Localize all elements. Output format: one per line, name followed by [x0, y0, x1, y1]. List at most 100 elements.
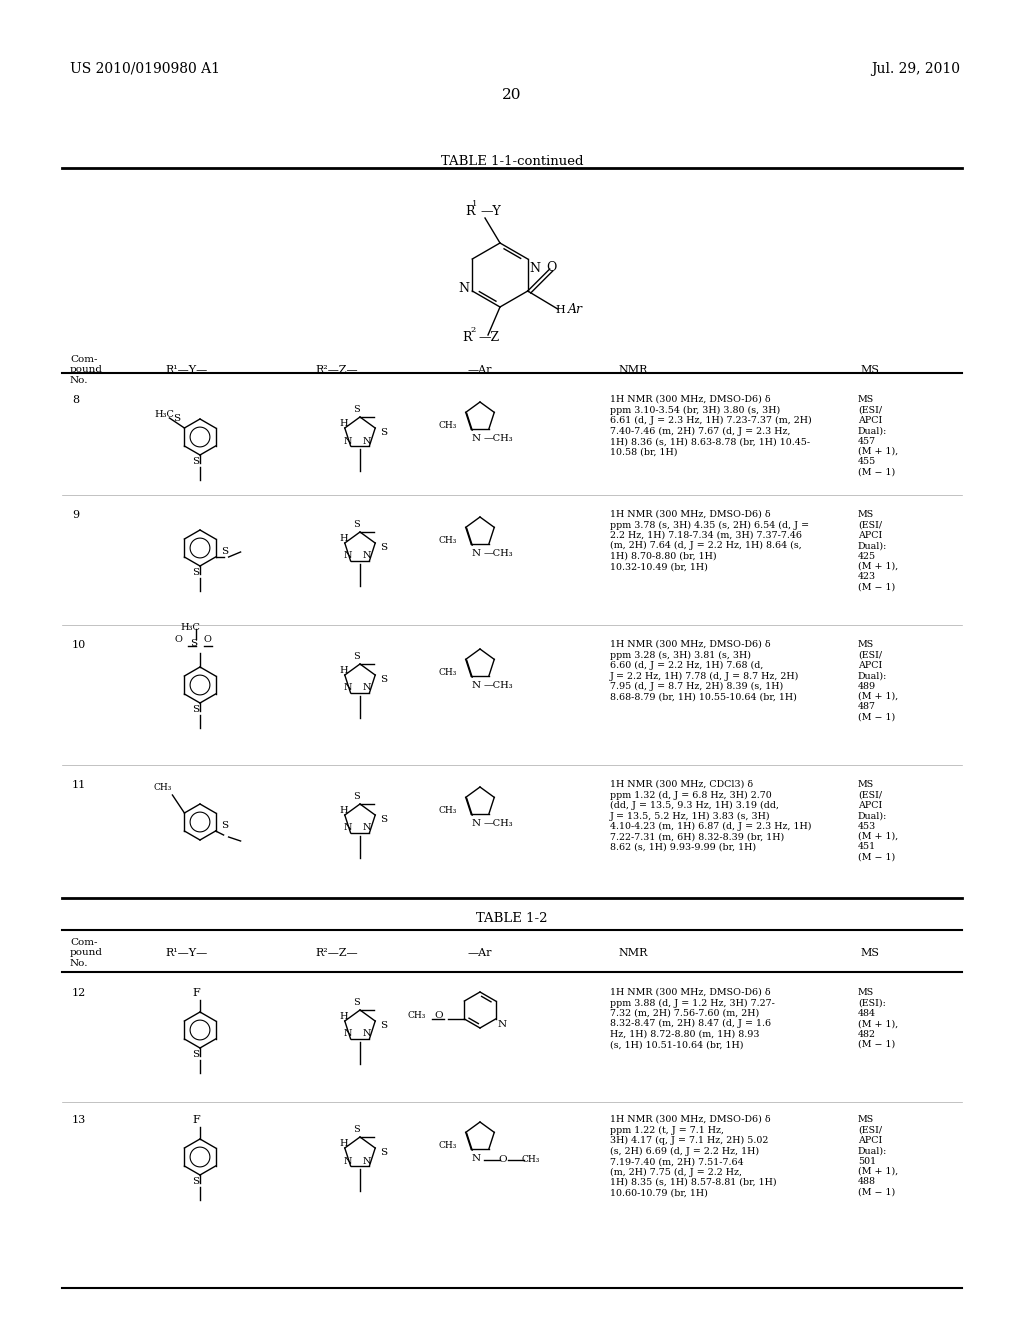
Text: R²—Z—: R²—Z—	[315, 948, 357, 958]
Text: MS
(ESI/
APCI
Dual):
457
(M + 1),
455
(M − 1): MS (ESI/ APCI Dual): 457 (M + 1), 455 (M…	[858, 395, 898, 477]
Text: S: S	[173, 414, 180, 422]
Text: O: O	[434, 1011, 442, 1020]
Text: S: S	[352, 792, 359, 801]
Text: N: N	[529, 261, 541, 275]
Text: S: S	[380, 1148, 387, 1158]
Text: 13: 13	[72, 1115, 86, 1125]
Text: MS
(ESI/
APCI
Dual):
453
(M + 1),
451
(M − 1): MS (ESI/ APCI Dual): 453 (M + 1), 451 (M…	[858, 780, 898, 862]
Text: MS
(ESI/
APCI
Dual):
501
(M + 1),
488
(M − 1): MS (ESI/ APCI Dual): 501 (M + 1), 488 (M…	[858, 1115, 898, 1197]
Text: —CH₃: —CH₃	[484, 434, 514, 444]
Text: S: S	[221, 821, 228, 829]
Text: S: S	[193, 568, 200, 577]
Text: N: N	[343, 824, 352, 833]
Text: CH₃: CH₃	[408, 1011, 426, 1020]
Text: Com-
pound
No.: Com- pound No.	[70, 355, 103, 385]
Text: TABLE 1-2: TABLE 1-2	[476, 912, 548, 925]
Text: CH₃: CH₃	[438, 536, 457, 545]
Text: S: S	[221, 546, 228, 556]
Text: R¹—Y—: R¹—Y—	[165, 948, 207, 958]
Text: N: N	[343, 684, 352, 693]
Text: N: N	[362, 437, 372, 446]
Text: 1: 1	[472, 201, 477, 209]
Text: H: H	[339, 418, 348, 428]
Text: S: S	[193, 457, 200, 466]
Text: —Z: —Z	[478, 331, 499, 345]
Text: H: H	[339, 1012, 348, 1020]
Text: MS
(ESI):
484
(M + 1),
482
(M − 1): MS (ESI): 484 (M + 1), 482 (M − 1)	[858, 987, 898, 1049]
Text: N: N	[471, 434, 480, 444]
Text: H₃C: H₃C	[155, 411, 174, 418]
Text: F: F	[193, 987, 200, 998]
Text: O: O	[203, 635, 211, 644]
Text: N: N	[343, 1030, 352, 1039]
Text: CH₃: CH₃	[438, 421, 457, 430]
Text: N: N	[471, 1154, 480, 1163]
Text: 1H NMR (300 MHz, DMSO-D6) δ
ppm 3.78 (s, 3H) 4.35 (s, 2H) 6.54 (d, J =
2.2 Hz, 1: 1H NMR (300 MHz, DMSO-D6) δ ppm 3.78 (s,…	[610, 510, 809, 572]
Text: —Ar: —Ar	[468, 948, 493, 958]
Text: H: H	[339, 667, 348, 675]
Text: S: S	[352, 998, 359, 1007]
Text: S: S	[380, 1020, 387, 1030]
Text: H: H	[339, 535, 348, 543]
Text: N: N	[362, 684, 372, 693]
Text: CH₃: CH₃	[438, 1140, 457, 1150]
Text: 10: 10	[72, 640, 86, 649]
Text: R: R	[465, 205, 474, 218]
Text: Jul. 29, 2010: Jul. 29, 2010	[871, 62, 961, 77]
Text: S: S	[352, 520, 359, 529]
Text: R²—Z—: R²—Z—	[315, 366, 357, 375]
Text: MS
(ESI/
APCI
Dual):
489
(M + 1),
487
(M − 1): MS (ESI/ APCI Dual): 489 (M + 1), 487 (M…	[858, 640, 898, 722]
Text: TABLE 1-1-continued: TABLE 1-1-continued	[440, 154, 584, 168]
Text: S: S	[193, 1177, 200, 1185]
Text: N: N	[362, 552, 372, 561]
Text: R: R	[462, 331, 471, 345]
Text: 11: 11	[72, 780, 86, 789]
Text: 1H NMR (300 MHz, DMSO-D6) δ
ppm 3.28 (s, 3H) 3.81 (s, 3H)
6.60 (d, J = 2.2 Hz, 1: 1H NMR (300 MHz, DMSO-D6) δ ppm 3.28 (s,…	[610, 640, 800, 702]
Text: CH₃: CH₃	[438, 807, 457, 814]
Text: N: N	[498, 1020, 507, 1030]
Text: S: S	[352, 652, 359, 661]
Text: H: H	[339, 1139, 348, 1148]
Text: Ar: Ar	[567, 304, 583, 315]
Text: N: N	[471, 549, 480, 558]
Text: N: N	[471, 681, 480, 690]
Text: H: H	[556, 305, 565, 315]
Text: N: N	[343, 1156, 352, 1166]
Text: S: S	[193, 705, 200, 714]
Text: S: S	[380, 543, 387, 552]
Text: S: S	[380, 675, 387, 684]
Text: N: N	[343, 437, 352, 446]
Text: S: S	[193, 1049, 200, 1059]
Text: N: N	[459, 282, 469, 296]
Text: 20: 20	[502, 88, 522, 102]
Text: NMR: NMR	[618, 366, 647, 375]
Text: 1H NMR (300 MHz, DMSO-D6) δ
ppm 1.22 (t, J = 7.1 Hz,
3H) 4.17 (q, J = 7.1 Hz, 2H: 1H NMR (300 MHz, DMSO-D6) δ ppm 1.22 (t,…	[610, 1115, 776, 1197]
Text: N: N	[471, 818, 480, 828]
Text: S: S	[380, 814, 387, 824]
Text: 2: 2	[470, 326, 475, 334]
Text: N: N	[362, 1156, 372, 1166]
Text: S: S	[352, 1125, 359, 1134]
Text: CH₃: CH₃	[438, 668, 457, 677]
Text: R¹—Y—: R¹—Y—	[165, 366, 207, 375]
Text: H: H	[339, 807, 348, 814]
Text: MS: MS	[860, 948, 879, 958]
Text: O: O	[174, 635, 182, 644]
Text: —CH₃: —CH₃	[484, 549, 514, 558]
Text: CH₃: CH₃	[154, 783, 172, 792]
Text: 9: 9	[72, 510, 79, 520]
Text: MS
(ESI/
APCI
Dual):
425
(M + 1),
423
(M − 1): MS (ESI/ APCI Dual): 425 (M + 1), 423 (M…	[858, 510, 898, 591]
Text: —CH₃: —CH₃	[484, 818, 514, 828]
Text: H₃C: H₃C	[180, 623, 200, 632]
Text: 8: 8	[72, 395, 79, 405]
Text: 1H NMR (300 MHz, DMSO-D6) δ
ppm 3.88 (d, J = 1.2 Hz, 3H) 7.27-
7.32 (m, 2H) 7.56: 1H NMR (300 MHz, DMSO-D6) δ ppm 3.88 (d,…	[610, 987, 775, 1049]
Text: US 2010/0190980 A1: US 2010/0190980 A1	[70, 62, 220, 77]
Text: Com-
pound
No.: Com- pound No.	[70, 939, 103, 968]
Text: F: F	[193, 1115, 200, 1125]
Text: N: N	[362, 824, 372, 833]
Text: N: N	[343, 552, 352, 561]
Text: N: N	[362, 1030, 372, 1039]
Text: CH₃: CH₃	[522, 1155, 541, 1164]
Text: —CH₃: —CH₃	[484, 681, 514, 690]
Text: —Y: —Y	[480, 205, 501, 218]
